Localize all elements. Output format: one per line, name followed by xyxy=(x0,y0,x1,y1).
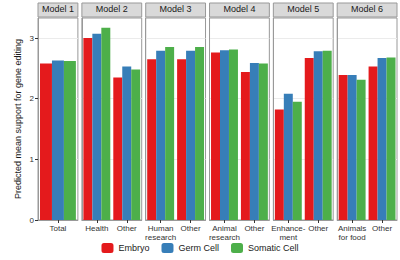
svg-text:Other: Other xyxy=(308,224,328,233)
svg-text:Model 3: Model 3 xyxy=(160,4,192,14)
svg-text:Model 1: Model 1 xyxy=(42,4,74,14)
svg-text:ment: ment xyxy=(279,233,298,242)
svg-text:1: 1 xyxy=(30,155,35,164)
svg-text:Embryo: Embryo xyxy=(118,243,149,253)
svg-text:0: 0 xyxy=(30,216,35,225)
svg-text:Other: Other xyxy=(181,224,201,233)
svg-text:Germ Cell: Germ Cell xyxy=(178,243,219,253)
svg-text:Other: Other xyxy=(372,224,392,233)
svg-text:Other: Other xyxy=(117,224,137,233)
svg-text:Health: Health xyxy=(85,224,108,233)
svg-text:Somatic Cell: Somatic Cell xyxy=(248,243,299,253)
svg-text:Model 5: Model 5 xyxy=(287,4,319,14)
svg-text:Animals: Animals xyxy=(338,224,366,233)
svg-text:Human: Human xyxy=(148,224,174,233)
svg-text:Predicted mean support for gen: Predicted mean support for gene editing xyxy=(13,39,23,199)
svg-text:Animal: Animal xyxy=(212,224,237,233)
svg-text:Model 6: Model 6 xyxy=(351,4,383,14)
svg-text:for food: for food xyxy=(339,233,366,242)
svg-text:Model 4: Model 4 xyxy=(223,4,255,14)
svg-text:Model 2: Model 2 xyxy=(96,4,128,14)
svg-text:Enhance-: Enhance- xyxy=(271,224,306,233)
svg-text:research: research xyxy=(209,233,240,242)
svg-text:3: 3 xyxy=(30,34,35,43)
svg-text:Other: Other xyxy=(244,224,264,233)
svg-text:Total: Total xyxy=(49,224,66,233)
svg-text:2: 2 xyxy=(30,94,35,103)
svg-text:research: research xyxy=(145,233,176,242)
